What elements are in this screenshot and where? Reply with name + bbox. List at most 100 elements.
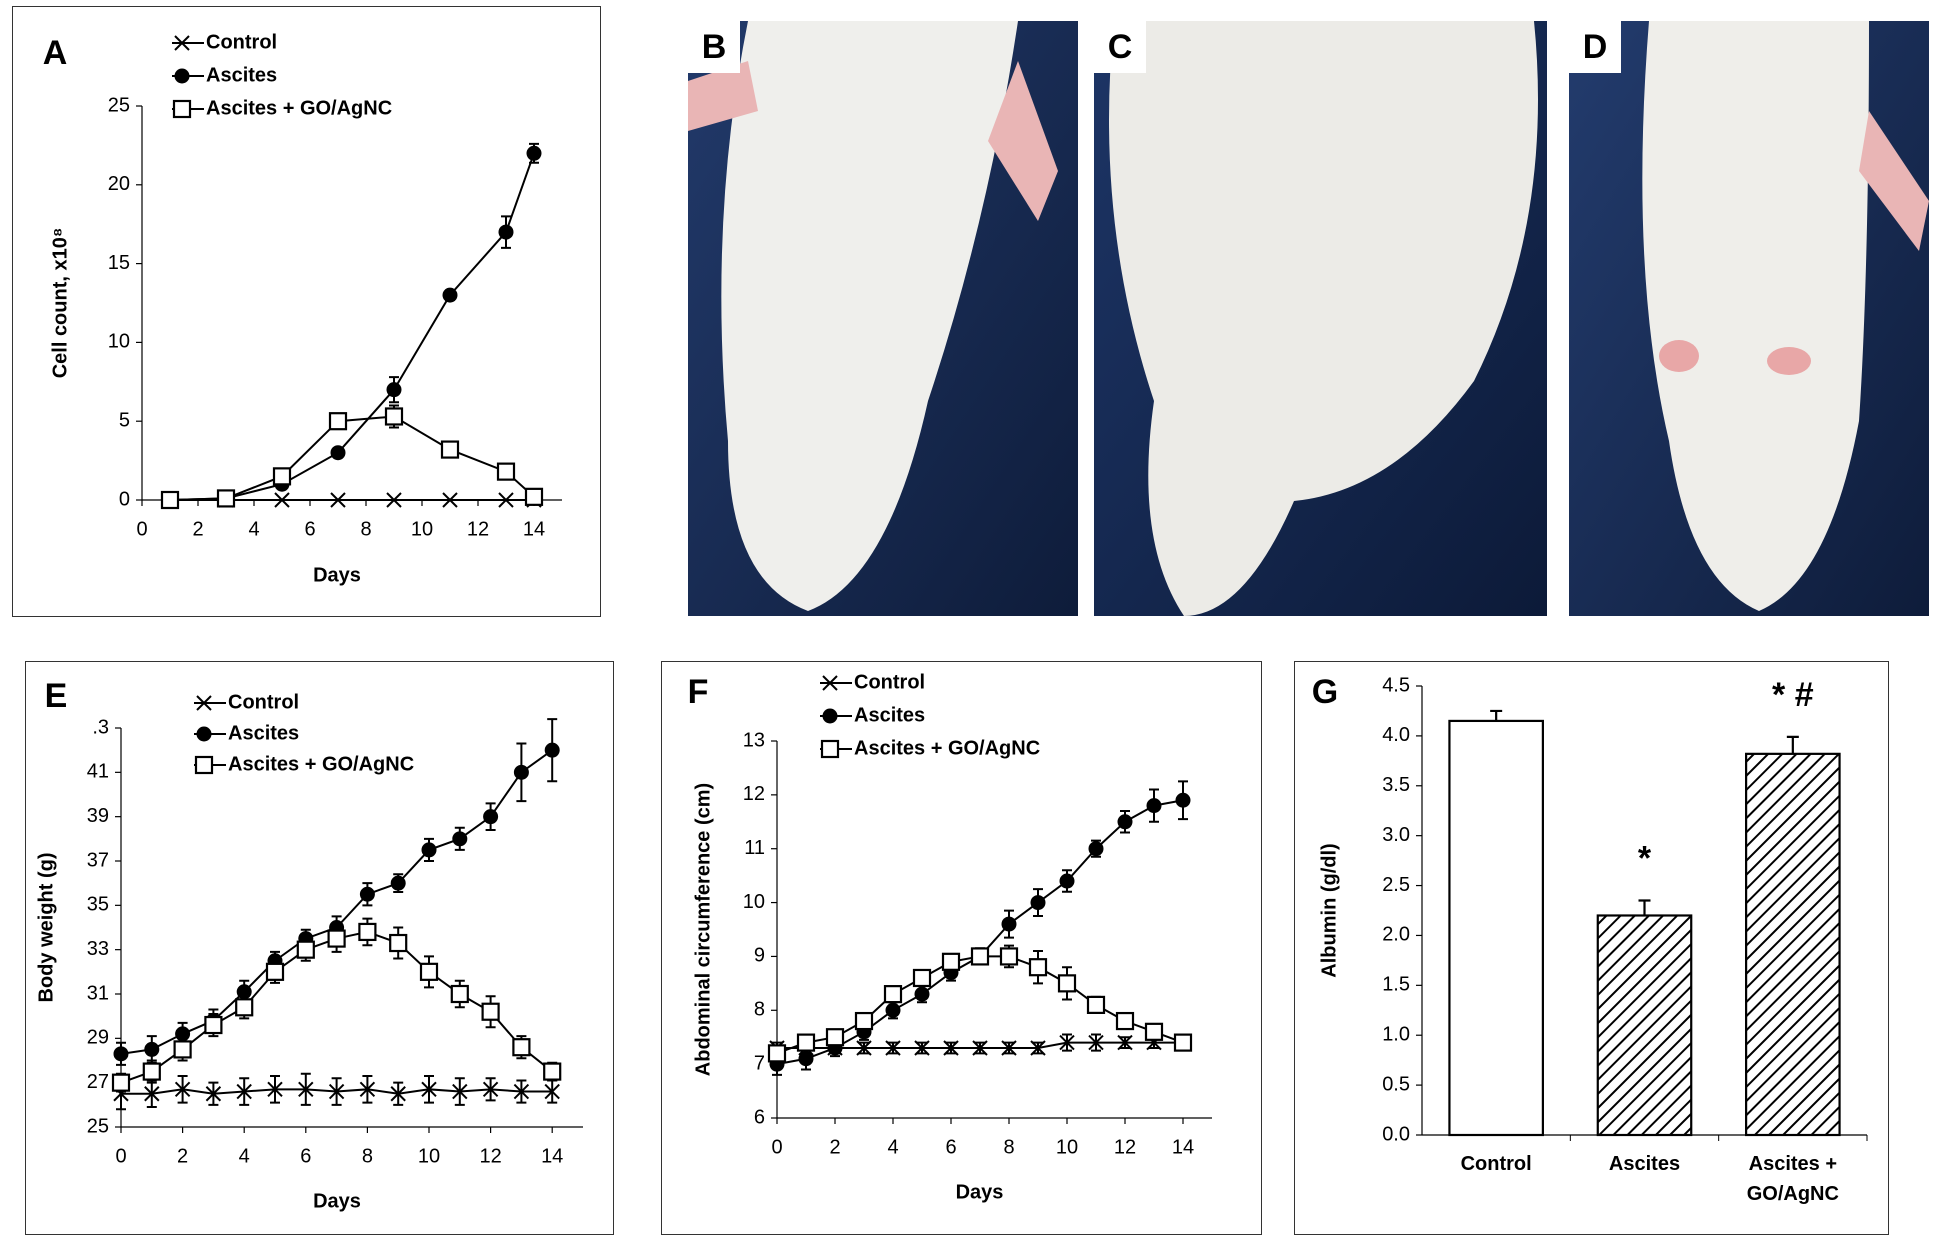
bar (1448, 719, 1544, 1137)
marker (524, 487, 544, 506)
photo (1569, 21, 1929, 616)
marker (854, 1011, 874, 1031)
x-axis-title: Days (956, 1181, 1004, 1203)
bar (1596, 914, 1693, 1137)
x-tick-label: 4 (887, 1136, 898, 1158)
y-tick-label: 25 (87, 1115, 109, 1137)
x-axis-title: Days (313, 1190, 361, 1212)
y-tick-label: 7 (754, 1052, 765, 1074)
y-tick-label: 41 (87, 761, 109, 783)
y-axis-title: Body weight (g) (35, 853, 57, 1003)
legend-label: Control (854, 671, 925, 693)
y-tick-label: 3.5 (1382, 774, 1410, 796)
x-tick-label: 8 (362, 1145, 373, 1167)
y-tick-label: 13 (743, 729, 765, 751)
marker (442, 287, 458, 303)
marker (386, 382, 402, 398)
marker (513, 1083, 530, 1100)
legend-label: Control (206, 31, 277, 53)
legend-label: Ascites (228, 722, 299, 744)
y-tick-label: 6 (754, 1106, 765, 1128)
y-tick-label: 33 (87, 938, 109, 960)
legend-label: Ascites + GO/AgNC (228, 753, 414, 775)
x-tick-label: 8 (360, 518, 371, 540)
marker (496, 462, 516, 481)
y-tick-label: 8 (754, 999, 765, 1021)
marker (1088, 1034, 1104, 1051)
panel-g: G 0.0 0.5 1.0 1.5 2.0 2.5 3.0 3.5 4.0 4.5 Albumin (… (1294, 661, 1889, 1235)
marker (452, 1083, 468, 1100)
series-line (169, 152, 535, 501)
marker (330, 445, 346, 461)
marker (216, 489, 236, 508)
panel-label: F (688, 673, 709, 711)
x-tick-label: 12 (479, 1145, 501, 1167)
panel-label: G (1312, 673, 1338, 711)
marker (1001, 916, 1017, 932)
marker (970, 947, 990, 966)
marker (798, 1051, 814, 1067)
x-tick-label: 14 (1172, 1136, 1194, 1158)
photo-label: B (688, 21, 740, 73)
marker (421, 842, 437, 858)
marker (972, 1040, 988, 1056)
x-tick-label: 2 (192, 518, 203, 540)
x-tick-label-box: Control (1461, 1153, 1532, 1175)
marker (481, 1002, 500, 1021)
marker (1028, 958, 1048, 977)
marker (1115, 1011, 1135, 1031)
y-tick-label: 35 (87, 894, 109, 916)
marker (512, 1038, 531, 1057)
marker (421, 1081, 437, 1098)
legend-marker (822, 675, 838, 691)
photo-panel: B (688, 21, 1078, 616)
photo-label: D (1569, 21, 1621, 73)
panel-label: A (43, 34, 68, 72)
legend-marker (196, 726, 212, 742)
marker (113, 1046, 129, 1062)
panel-label: E (45, 677, 68, 715)
annotation: * # (1772, 676, 1814, 714)
y-tick-label: 2.0 (1382, 924, 1410, 946)
marker (267, 1081, 283, 1098)
marker (1146, 798, 1162, 814)
panel-border (1294, 661, 1889, 1235)
marker (482, 1081, 499, 1098)
marker (1086, 995, 1106, 1014)
marker (452, 831, 468, 847)
marker (543, 1062, 562, 1081)
legend-marker (174, 35, 190, 51)
y-tick-label: 0.5 (1382, 1073, 1410, 1095)
marker (384, 407, 404, 426)
marker (111, 1073, 131, 1092)
y-tick-label: 20 (108, 173, 130, 195)
marker (1057, 974, 1077, 993)
x-tick-label: 0 (115, 1145, 126, 1167)
marker (236, 1083, 252, 1100)
marker (1059, 873, 1075, 889)
marker (144, 1086, 160, 1102)
marker (544, 1083, 560, 1100)
marker (440, 440, 460, 459)
x-tick-label: 4 (248, 518, 259, 540)
x-tick-label: 8 (1003, 1136, 1014, 1158)
y-tick-label: 10 (743, 891, 765, 913)
marker (914, 1040, 930, 1056)
x-tick-label-box: Ascites (1609, 1153, 1680, 1175)
marker (160, 490, 180, 510)
legend-label: Ascites (206, 64, 277, 86)
y-tick-label: 39 (87, 805, 109, 827)
marker (330, 492, 346, 508)
marker (235, 998, 254, 1017)
panel-border (25, 661, 614, 1235)
marker (1030, 1040, 1046, 1056)
y-axis-title: Albumin (g/dl) (1318, 843, 1340, 977)
marker (1088, 841, 1104, 857)
annotation: * (1638, 840, 1652, 878)
legend-marker (820, 739, 840, 759)
marker (544, 742, 560, 758)
marker (296, 940, 315, 959)
marker (236, 984, 252, 1000)
marker (825, 1028, 845, 1047)
marker (883, 985, 903, 1004)
